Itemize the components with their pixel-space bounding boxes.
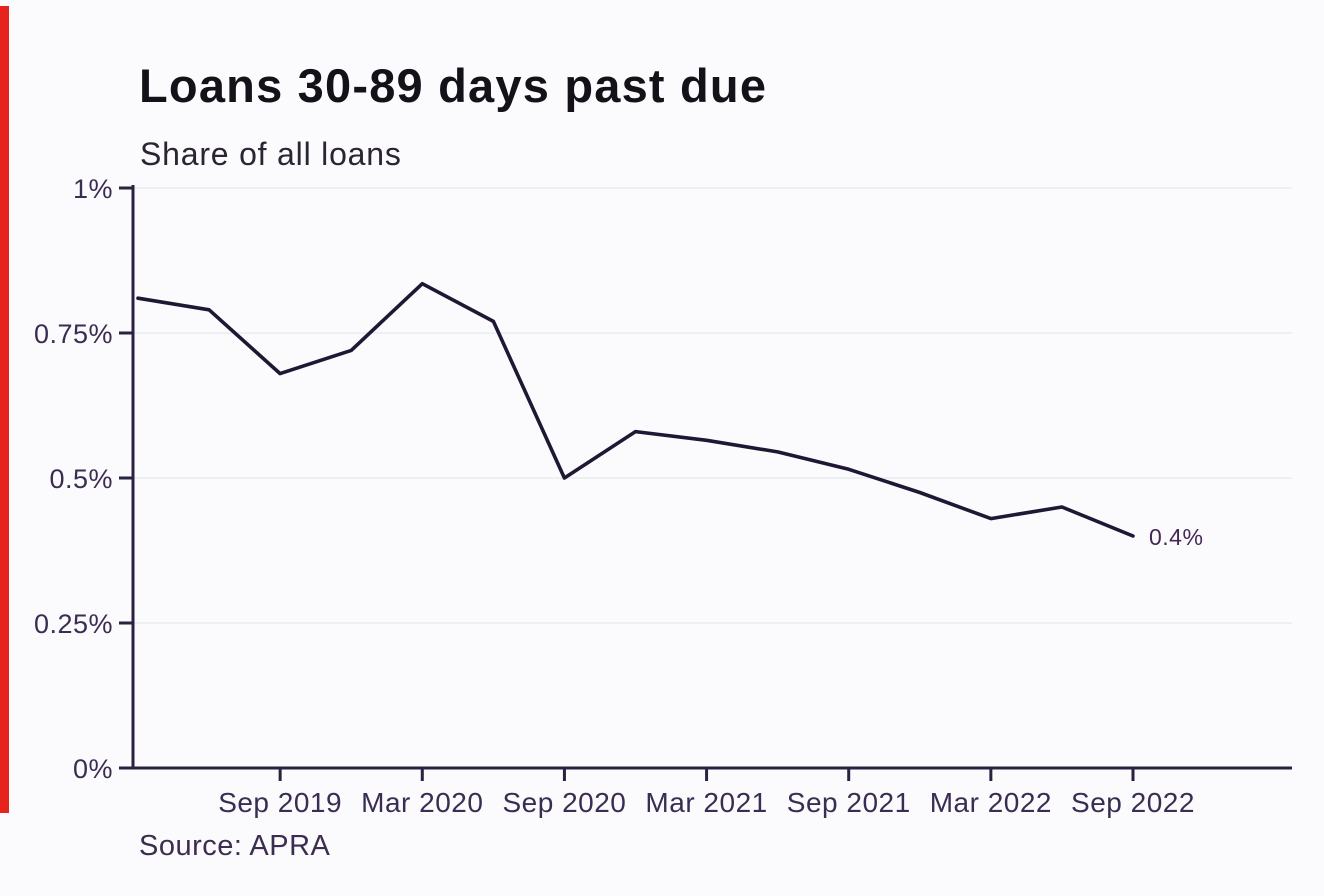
x-tick-label: Sep 2022 — [1071, 787, 1195, 818]
y-tick-label: 0.5% — [49, 464, 113, 494]
x-tick-label: Mar 2022 — [930, 787, 1052, 818]
y-tick-label: 0% — [73, 754, 113, 784]
x-tick-label: Mar 2020 — [361, 787, 483, 818]
y-tick-label: 1% — [73, 174, 113, 204]
left-red-stripe-decoration — [0, 6, 9, 813]
data-line-series — [136, 281, 1135, 538]
chart-subtitle: Share of all loans — [140, 136, 402, 172]
x-tick-label: Mar 2021 — [645, 787, 767, 818]
y-tick-label: 0.75% — [34, 319, 113, 349]
source-note: Source: APRA — [139, 830, 331, 862]
chart-title: Loans 30-89 days past due — [139, 59, 768, 112]
x-tick-label: Sep 2019 — [218, 787, 342, 818]
x-tick-label: Sep 2021 — [787, 787, 911, 818]
end-value-label: 0.4% — [1149, 524, 1203, 550]
x-tick-label: Sep 2020 — [502, 787, 626, 818]
y-tick-label: 0.25% — [34, 609, 113, 639]
